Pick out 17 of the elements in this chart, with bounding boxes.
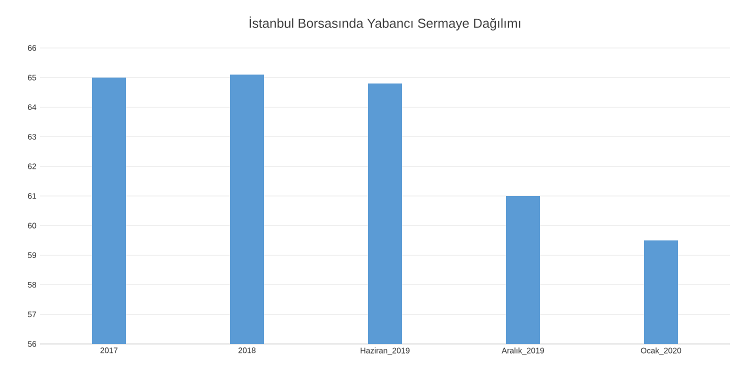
y-tick-label: 66	[28, 45, 36, 51]
y-tick-label: 65	[28, 74, 36, 80]
y-tick-label: 61	[28, 193, 36, 199]
x-tick-label: 2017	[100, 348, 118, 354]
y-tick-label: 64	[28, 104, 36, 110]
y-tick-label: 60	[28, 222, 36, 228]
y-tick-label: 62	[28, 164, 36, 170]
y-tick-label: 63	[28, 134, 36, 140]
x-tick-label: Haziran_2019	[360, 348, 410, 355]
x-tick-label: Aralık_2019	[502, 348, 544, 355]
y-tick-label: 59	[28, 252, 36, 258]
y-tick-label: 58	[28, 282, 36, 288]
chart-title: İstanbul Borsasında Yabancı Sermaye Dağılımı	[250, 16, 520, 30]
y-tick-label: 56	[28, 341, 36, 347]
x-tick-label: Ocak_2020	[640, 348, 682, 355]
y-tick-label: 57	[28, 312, 36, 318]
x-tick-label: 2018	[238, 348, 256, 354]
